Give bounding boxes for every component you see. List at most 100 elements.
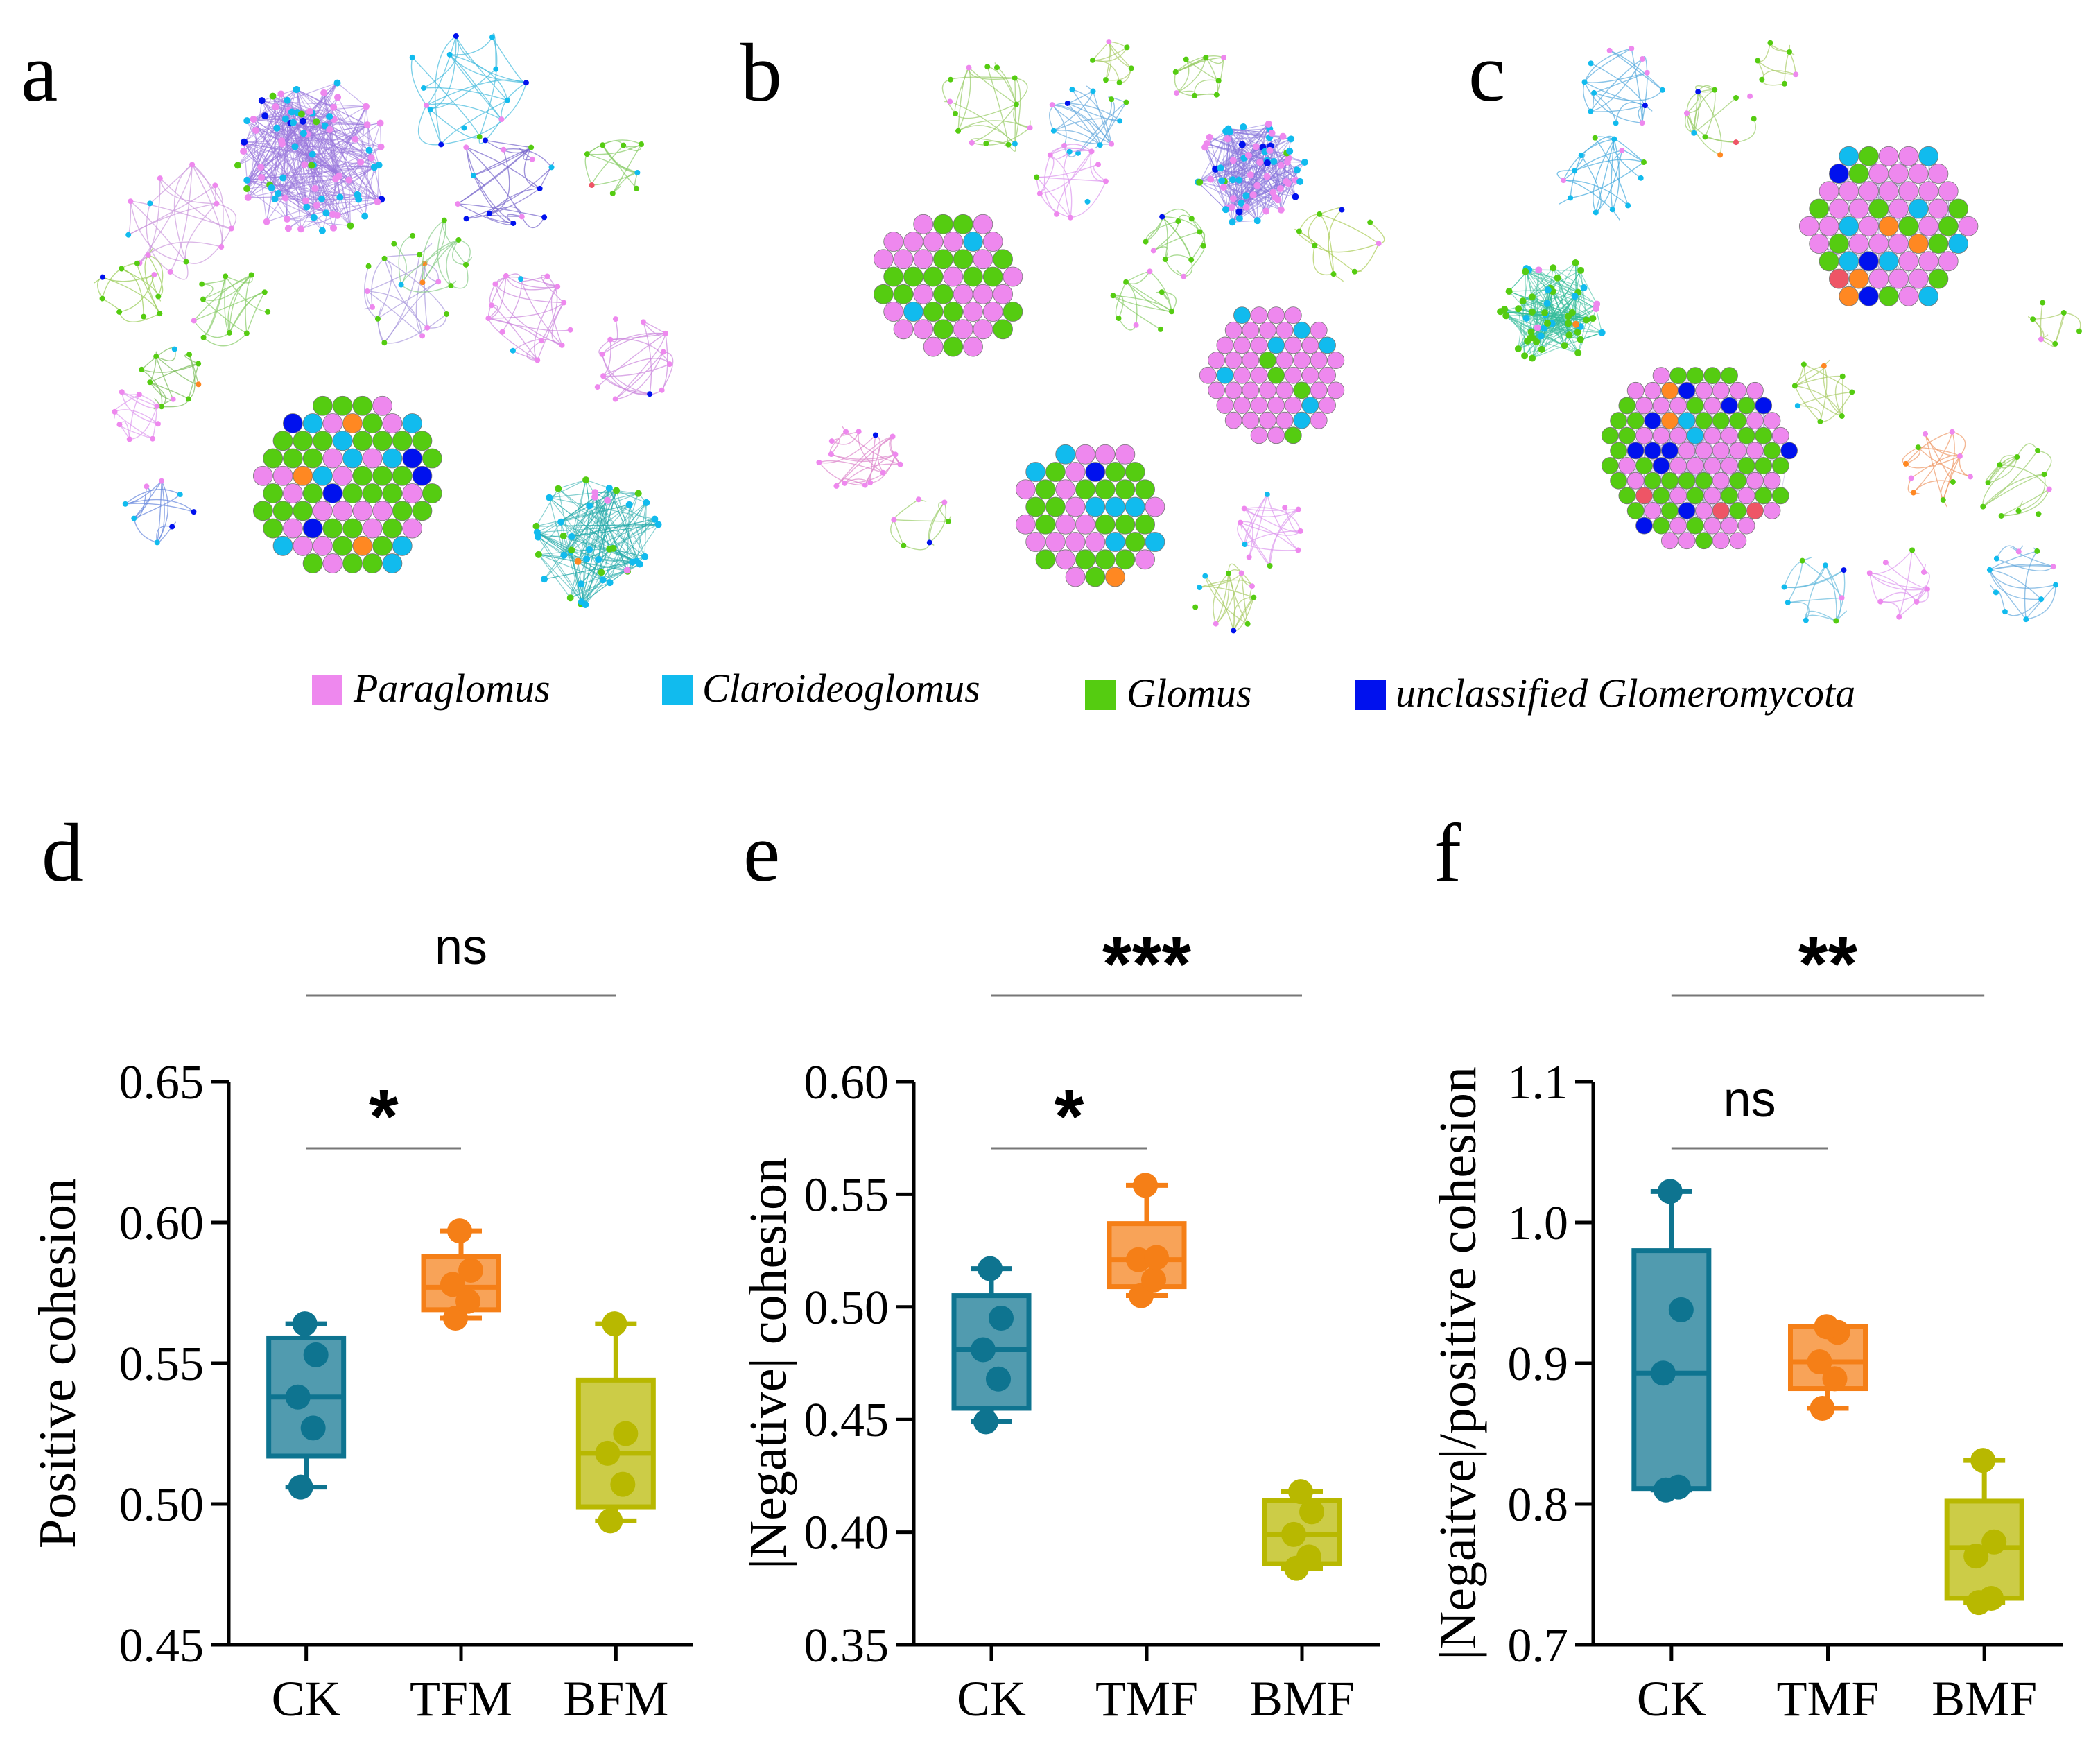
network-edge (247, 124, 367, 181)
network-edge (367, 291, 423, 336)
network-node (1660, 532, 1678, 550)
network-edge (248, 101, 263, 198)
network-edge (1898, 191, 1929, 244)
network-edge (1913, 480, 1954, 494)
network-edge (1686, 113, 1721, 156)
network-edge (1614, 150, 1622, 159)
legend-swatch-glomus (1085, 680, 1116, 710)
network-edge (1125, 271, 1150, 285)
network-node (1162, 257, 1168, 263)
network-node (1918, 216, 1938, 236)
network-edge (877, 435, 893, 474)
network-edge (1175, 55, 1224, 73)
box-TMF (1107, 1173, 1187, 1308)
network-edge (1925, 433, 1954, 483)
network-edge (570, 582, 610, 598)
network-node (1712, 412, 1730, 429)
network-node (1238, 200, 1245, 207)
network-node (1301, 397, 1319, 414)
network-edge (1052, 104, 1112, 145)
network-edge (1206, 143, 1267, 162)
network-node (1833, 618, 1839, 624)
network-node (183, 259, 189, 265)
network-node (422, 448, 442, 469)
network-node (1948, 198, 1969, 219)
network-node (1188, 216, 1195, 222)
network-edge (612, 185, 621, 194)
network-edge (1644, 405, 1670, 541)
network-edge (1509, 291, 1569, 317)
network-node (1721, 487, 1738, 505)
network-edge (139, 178, 161, 263)
network-node (1192, 604, 1199, 610)
network-edge (537, 537, 582, 603)
network-edge (602, 144, 638, 173)
network-edge (1161, 208, 1192, 219)
network-edge (1802, 560, 1843, 598)
network-a-small (594, 316, 674, 402)
network-node (2060, 309, 2067, 316)
network-c-small (2027, 300, 2082, 348)
network-node (544, 273, 550, 279)
network-edge (1794, 385, 1843, 417)
network-node (923, 266, 944, 287)
network-edge (865, 475, 870, 485)
network-node (1918, 146, 1938, 166)
network-edge (1541, 288, 1552, 349)
network-node (493, 66, 499, 72)
network-edge (586, 524, 659, 560)
network-node (1771, 487, 1789, 505)
network-node (1529, 293, 1536, 301)
network-edge (1918, 447, 1961, 457)
network-node (1045, 462, 1066, 482)
network-edge (1204, 576, 1234, 631)
network-edge (1509, 289, 1548, 292)
network-node (1928, 198, 1949, 219)
network-node (250, 115, 257, 123)
network-edge (1609, 50, 1663, 91)
network-node (1644, 502, 1662, 519)
x-tick-label: TMF (1776, 1671, 1879, 1727)
network-node (1025, 462, 1046, 482)
network-edge (202, 283, 214, 300)
network-node (302, 413, 323, 433)
data-point (1963, 1544, 1989, 1569)
network-node (302, 518, 323, 539)
network-edge (1805, 610, 1837, 621)
network-node (636, 560, 643, 568)
network-node (1201, 144, 1209, 151)
network-node (1095, 549, 1116, 570)
network-node (1626, 502, 1645, 519)
network-edge (1067, 103, 1101, 146)
network-edge (364, 266, 379, 320)
network-node (412, 501, 433, 521)
network-node (147, 379, 153, 386)
network-edge (1584, 72, 1647, 83)
network-node (1928, 164, 1949, 184)
network-node (1928, 234, 1949, 254)
data-point (288, 1474, 313, 1500)
network-edge (371, 258, 385, 307)
network-edge (537, 532, 572, 551)
network-edge (491, 304, 538, 361)
network-edge (1262, 147, 1267, 211)
network-edge (1308, 214, 1320, 246)
network-node (2041, 471, 2047, 477)
network-edge (971, 127, 1031, 146)
box-BMF (1944, 1448, 2024, 1616)
network-node (1878, 286, 1899, 306)
network-node (1910, 490, 1916, 496)
network-node (342, 413, 363, 433)
network-node (1106, 39, 1112, 45)
network-node (313, 501, 333, 521)
network-node (441, 217, 447, 223)
box-BMF (1262, 1479, 1342, 1581)
network-node (99, 295, 105, 302)
network-node (1839, 216, 1859, 236)
network-edge (1162, 216, 1201, 232)
network-node (1721, 397, 1738, 415)
network-node (1537, 332, 1545, 340)
network-node (883, 266, 904, 287)
network-edge (1240, 573, 1249, 624)
network-node (1819, 216, 1839, 236)
